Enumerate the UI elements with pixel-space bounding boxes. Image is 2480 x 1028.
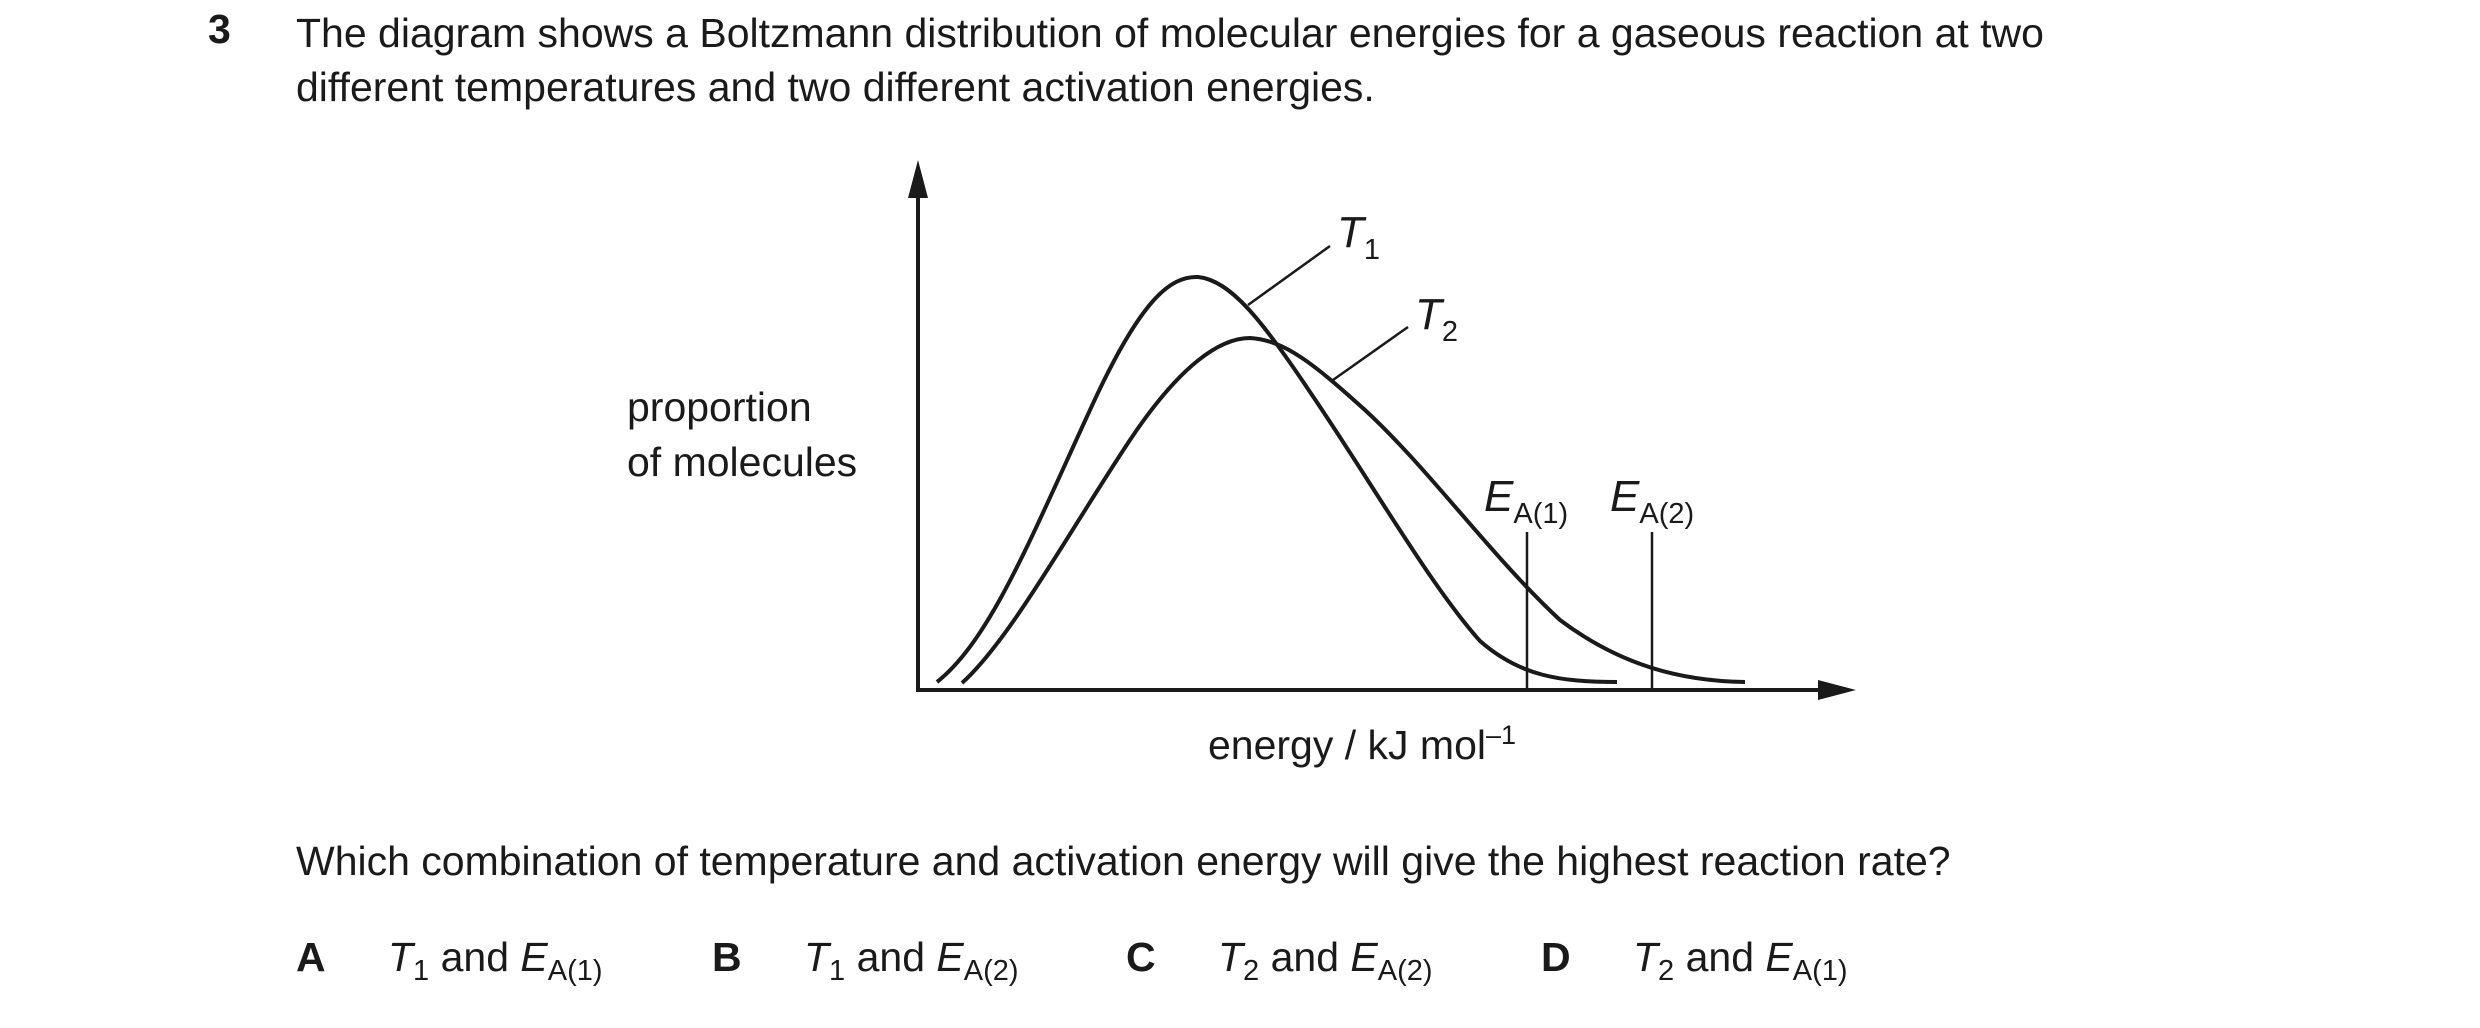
x-axis-label: energy / kJ mol–1 [1208, 722, 1516, 769]
question-prompt: Which combination of temperature and act… [296, 838, 1951, 884]
label-ea1: EA(1) [1484, 472, 1569, 530]
y-axis-label-line-2: of molecules [627, 439, 858, 485]
option-c[interactable]: C T2 and EA(2) [1126, 934, 1433, 986]
label-t2: T2 [1415, 290, 1459, 348]
x-axis-label-exponent: –1 [1486, 720, 1517, 750]
y-axis-label-line-1: proportion [627, 384, 812, 430]
option-letter: A [296, 934, 326, 980]
option-letter: D [1541, 934, 1571, 980]
question-stem: The diagram shows a Boltzmann distributi… [296, 6, 2396, 114]
curve-t1 [935, 274, 1618, 684]
curve-t2 [960, 335, 1746, 685]
label-ea2: EA(2) [1610, 472, 1695, 530]
t1-leader-line [1247, 244, 1331, 307]
option-d[interactable]: D T2 and EA(1) [1541, 934, 1848, 986]
x-axis-arrowhead [1818, 680, 1856, 700]
stem-line-1: The diagram shows a Boltzmann distributi… [296, 10, 2044, 56]
option-letter: B [712, 934, 742, 980]
option-a[interactable]: A T1 and EA(1) [296, 934, 603, 986]
y-axis-label: proportion of molecules [627, 380, 857, 490]
y-axis-arrowhead [908, 160, 928, 198]
option-text: T2 and EA(2) [1218, 934, 1433, 987]
option-text: T2 and EA(1) [1633, 934, 1848, 987]
label-t1: T1 [1337, 208, 1381, 266]
option-b[interactable]: B T1 and EA(2) [712, 934, 1019, 986]
question-number: 3 [208, 6, 231, 52]
option-letter: C [1126, 934, 1156, 980]
t2-leader-line [1332, 325, 1409, 382]
stem-line-2: different temperatures and two different… [296, 64, 1375, 110]
x-axis-label-text: energy / kJ mol [1208, 722, 1486, 768]
option-text: T1 and EA(1) [388, 934, 603, 987]
option-text: T1 and EA(2) [804, 934, 1019, 987]
